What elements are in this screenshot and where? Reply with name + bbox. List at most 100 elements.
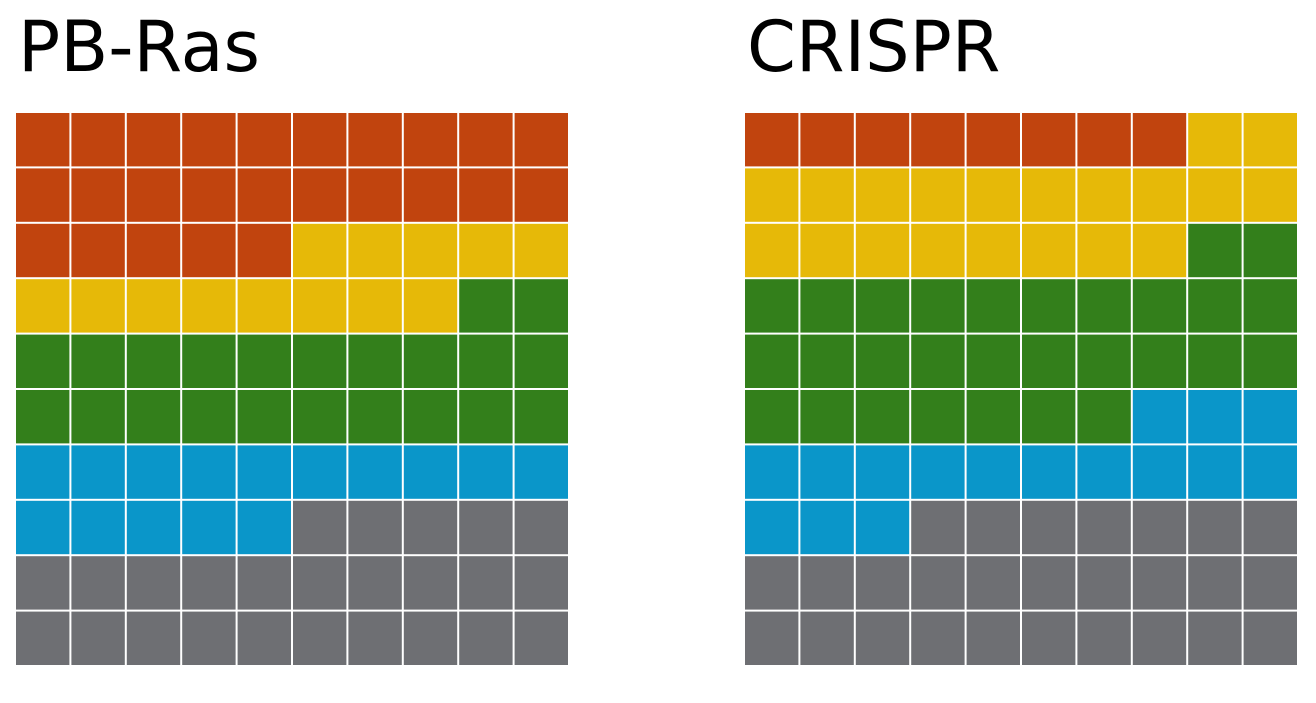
waffle-cell-category-2: [1188, 168, 1242, 222]
waffle-cell-category-3: [237, 390, 291, 444]
waffle-cell-category-1: [293, 113, 347, 167]
waffle-cell-category-2: [403, 223, 458, 278]
waffle-cell-category-3: [1243, 279, 1297, 333]
waffle-cell-category-2: [1132, 223, 1187, 278]
waffle-cell-category-2: [293, 279, 347, 333]
waffle-cell-category-1: [293, 168, 347, 222]
waffle-cell-category-1: [126, 168, 181, 222]
waffle-cell-category-5: [514, 611, 568, 665]
waffle-cell-category-3: [966, 279, 1020, 333]
waffle-cell-category-3: [293, 390, 347, 444]
waffle-cell-category-3: [1077, 390, 1131, 444]
waffle-cell-category-2: [1077, 168, 1131, 222]
waffle-cell-category-1: [71, 168, 125, 222]
waffle-cell-category-5: [1243, 556, 1297, 610]
waffle-cell-category-3: [1022, 279, 1076, 333]
waffle-cell-category-4: [745, 445, 799, 499]
waffle-cell-category-5: [16, 556, 70, 610]
waffle-cell-category-3: [459, 279, 513, 333]
waffle-cell-category-5: [293, 556, 347, 610]
waffle-cell-category-1: [403, 113, 458, 167]
waffle-cell-category-3: [745, 334, 799, 388]
waffle-cell-category-4: [800, 500, 854, 555]
waffle-cell-category-1: [855, 113, 910, 167]
waffle-cell-category-5: [126, 611, 181, 665]
waffle-cell-category-2: [800, 168, 854, 222]
waffle-cell-category-2: [1077, 223, 1131, 278]
waffle-cell-category-1: [71, 223, 125, 278]
waffle-cell-category-2: [16, 279, 70, 333]
waffle-cell-category-5: [403, 500, 458, 555]
waffle-cell-category-5: [1132, 611, 1187, 665]
waffle-cell-category-3: [459, 334, 513, 388]
waffle-cell-category-4: [237, 445, 291, 499]
chart-title-crispr: CRISPR: [747, 6, 1001, 88]
waffle-cell-category-3: [459, 390, 513, 444]
waffle-cell-category-4: [855, 500, 910, 555]
waffle-cell-category-5: [403, 556, 458, 610]
waffle-cell-category-3: [1132, 334, 1187, 388]
waffle-cell-category-3: [855, 279, 910, 333]
waffle-cell-category-1: [459, 113, 513, 167]
waffle-cell-category-3: [911, 390, 965, 444]
waffle-cell-category-1: [237, 168, 291, 222]
waffle-cell-category-5: [459, 556, 513, 610]
waffle-cell-category-4: [855, 445, 910, 499]
waffle-cell-category-4: [1022, 445, 1076, 499]
waffle-cell-category-4: [182, 445, 236, 499]
waffle-cell-category-5: [514, 556, 568, 610]
waffle-cell-category-4: [911, 445, 965, 499]
waffle-cell-category-5: [293, 611, 347, 665]
waffle-cell-category-3: [16, 390, 70, 444]
waffle-cell-category-5: [237, 611, 291, 665]
waffle-cell-category-2: [293, 223, 347, 278]
waffle-cell-category-4: [182, 500, 236, 555]
waffle-cell-category-1: [126, 223, 181, 278]
waffle-cell-category-2: [182, 279, 236, 333]
waffle-cell-category-3: [1077, 334, 1131, 388]
waffle-cell-category-1: [800, 113, 854, 167]
waffle-cell-category-4: [71, 445, 125, 499]
waffle-cell-category-5: [71, 611, 125, 665]
waffle-cell-category-1: [966, 113, 1020, 167]
waffle-cell-category-3: [745, 390, 799, 444]
waffle-cell-category-4: [1132, 390, 1187, 444]
waffle-cell-category-1: [182, 168, 236, 222]
waffle-cell-category-3: [182, 334, 236, 388]
waffle-cell-category-5: [911, 611, 965, 665]
waffle-cell-category-2: [1022, 168, 1076, 222]
waffle-cell-category-3: [1243, 334, 1297, 388]
waffle-cell-category-3: [182, 390, 236, 444]
waffle-cell-category-5: [1243, 500, 1297, 555]
waffle-cell-category-3: [1188, 334, 1242, 388]
waffle-cell-category-2: [745, 168, 799, 222]
waffle-cell-category-5: [1077, 500, 1131, 555]
waffle-cell-category-5: [348, 611, 402, 665]
waffle-cell-category-3: [911, 279, 965, 333]
waffle-cell-category-3: [514, 279, 568, 333]
waffle-cell-category-1: [126, 113, 181, 167]
waffle-cell-category-1: [182, 223, 236, 278]
waffle-cell-category-5: [911, 500, 965, 555]
waffle-chart-pb-ras: [16, 113, 568, 665]
waffle-cell-category-2: [514, 223, 568, 278]
waffle-cell-category-2: [911, 223, 965, 278]
waffle-cell-category-5: [800, 611, 854, 665]
waffle-cell-category-2: [966, 168, 1020, 222]
waffle-cell-category-2: [745, 223, 799, 278]
waffle-cell-category-4: [1188, 390, 1242, 444]
waffle-cell-category-5: [745, 611, 799, 665]
waffle-cell-category-5: [1243, 611, 1297, 665]
waffle-cell-category-3: [71, 390, 125, 444]
waffle-cell-category-3: [126, 390, 181, 444]
waffle-cell-category-1: [745, 113, 799, 167]
waffle-cell-category-3: [800, 279, 854, 333]
waffle-cell-category-2: [1022, 223, 1076, 278]
waffle-cell-category-3: [800, 334, 854, 388]
waffle-cell-category-1: [1022, 113, 1076, 167]
waffle-cell-category-5: [1188, 500, 1242, 555]
waffle-cell-category-1: [403, 168, 458, 222]
waffle-cell-category-3: [911, 334, 965, 388]
waffle-cell-category-4: [459, 445, 513, 499]
waffle-cell-category-2: [1132, 168, 1187, 222]
